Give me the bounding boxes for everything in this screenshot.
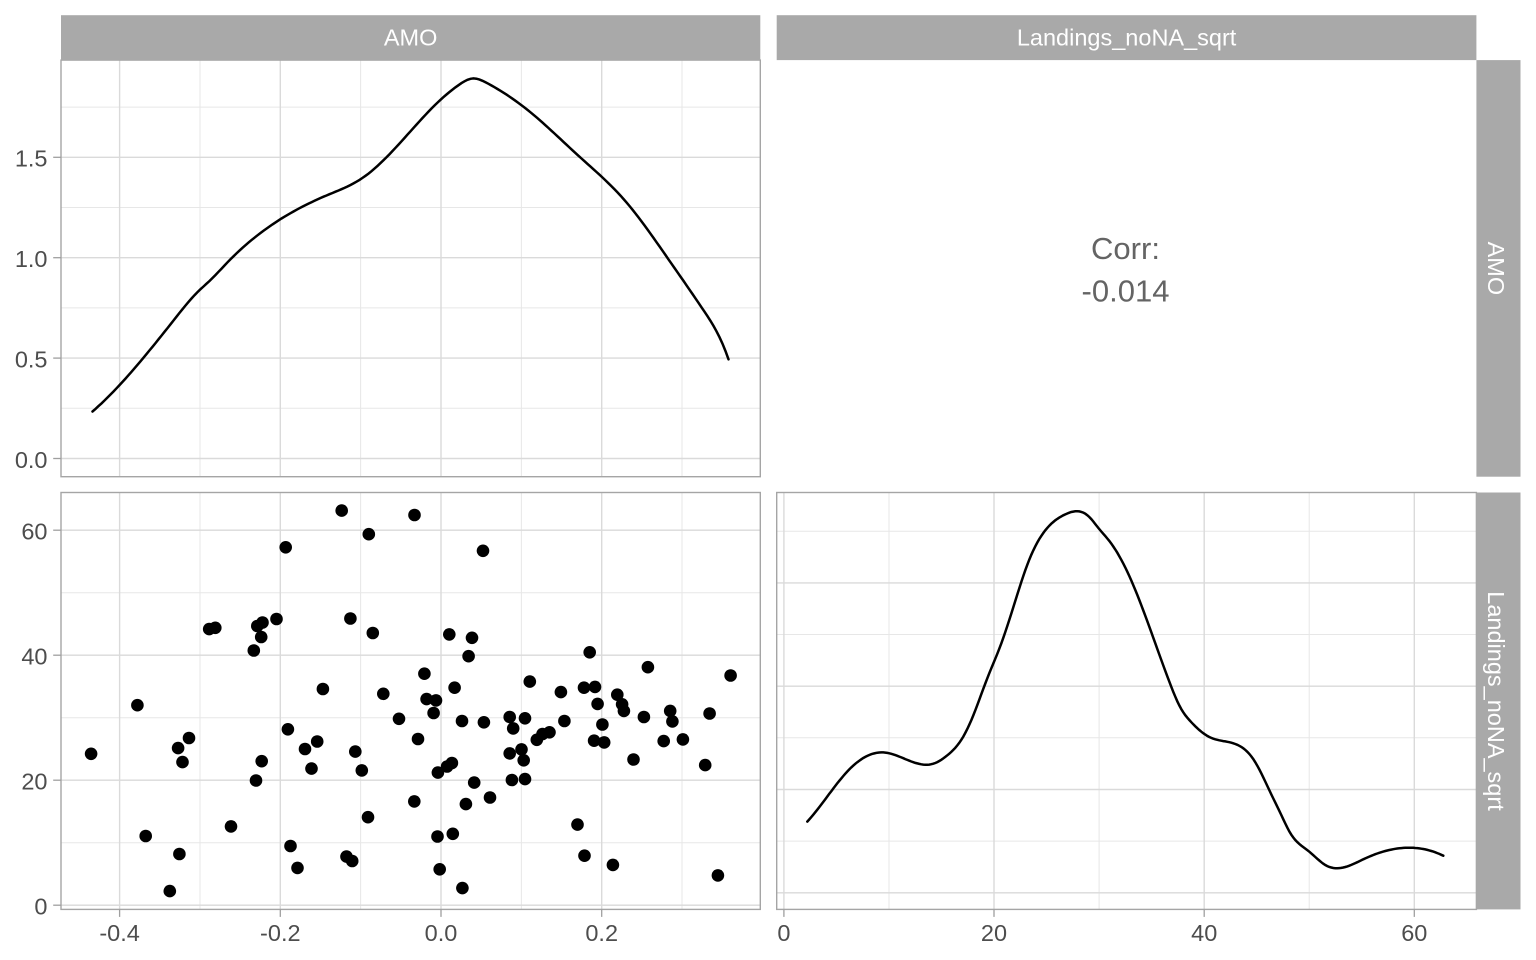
svg-text:40: 40 [21,644,47,670]
svg-text:AMO: AMO [1483,242,1509,296]
svg-text:60: 60 [21,519,47,545]
svg-text:Landings_noNA_sqrt: Landings_noNA_sqrt [1017,25,1237,51]
svg-text:20: 20 [21,769,47,795]
svg-text:20: 20 [981,920,1007,946]
svg-text:Landings_noNA_sqrt: Landings_noNA_sqrt [1483,591,1509,811]
svg-text:0: 0 [777,920,790,946]
svg-text:-0.4: -0.4 [99,920,140,946]
svg-text:40: 40 [1191,920,1217,946]
svg-text:0.2: 0.2 [585,920,618,946]
svg-text:AMO: AMO [384,25,438,51]
svg-text:Corr:: Corr: [1091,231,1160,266]
svg-text:-0.014: -0.014 [1082,274,1170,309]
svg-text:60: 60 [1401,920,1427,946]
svg-text:0.5: 0.5 [15,347,48,373]
svg-text:0.0: 0.0 [425,920,458,946]
svg-text:-0.2: -0.2 [260,920,301,946]
svg-text:1.5: 1.5 [15,146,48,172]
svg-text:0.0: 0.0 [15,447,48,473]
svg-text:0: 0 [34,894,47,920]
svg-text:1.0: 1.0 [15,246,48,272]
